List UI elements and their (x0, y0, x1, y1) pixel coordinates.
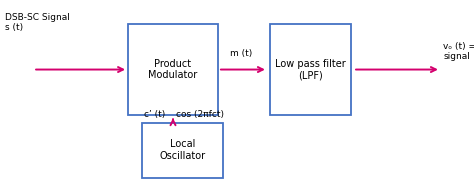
Text: cos (2πfᴄt): cos (2πfᴄt) (176, 110, 224, 119)
Bar (128, 24, 218, 115)
Text: DSB-SC Signal
s (t): DSB-SC Signal s (t) (5, 13, 70, 32)
Text: vₒ (t) =message
signal: vₒ (t) =message signal (443, 42, 474, 61)
Text: Product
Modulator: Product Modulator (148, 59, 198, 80)
Text: Low pass filter
(LPF): Low pass filter (LPF) (275, 59, 346, 80)
Text: c’ (t): c’ (t) (144, 110, 165, 119)
Bar (270, 24, 351, 115)
Text: m (t): m (t) (230, 49, 252, 58)
Text: Local
Oscillator: Local Oscillator (159, 139, 206, 161)
Bar (142, 123, 223, 178)
